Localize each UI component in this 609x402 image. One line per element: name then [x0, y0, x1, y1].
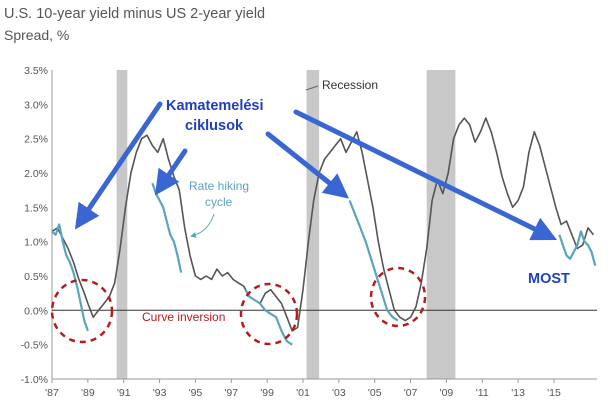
- y-tick-label: 0.5%: [24, 271, 48, 283]
- x-tick-label: '15: [547, 387, 561, 399]
- arrow-to-1987: [74, 101, 163, 230]
- y-tick-label: 2.5%: [24, 134, 48, 146]
- x-tick-label: '01: [296, 387, 310, 399]
- x-tick-label: '11: [476, 387, 489, 399]
- rate-hiking-segment-5: [558, 230, 597, 266]
- x-tick-label: '99: [260, 387, 274, 399]
- inversion-circle-1: [50, 278, 114, 344]
- x-tick-label: '95: [189, 387, 203, 399]
- y-tick-label: 2.0%: [24, 168, 48, 180]
- kamatemelesi-label-line2: ciklusok: [185, 118, 244, 134]
- x-tick-label: '87: [45, 387, 59, 399]
- y-tick-label: -0.5%: [21, 340, 48, 352]
- rate-hiking-segment-1: [51, 223, 89, 332]
- rate-hiking-label-line2: cycle: [205, 195, 233, 209]
- recession-band-1: [116, 70, 128, 379]
- kamatemelesi-label-line1: Kamatemelési: [166, 98, 264, 114]
- y-tick-label: 3.0%: [24, 99, 48, 111]
- rate-hiking-pointer: [190, 213, 215, 238]
- arrow-to-2004: [265, 131, 350, 199]
- y-tick-label: 0.0%: [24, 305, 48, 317]
- recession-band-3: [426, 70, 456, 379]
- recession-band-2: [306, 70, 320, 379]
- spread-series-line: [51, 117, 595, 332]
- x-tick-label: '91: [117, 387, 131, 399]
- chart-title: U.S. 10-year yield minus US 2-year yield: [4, 6, 266, 22]
- arrow-to-2016: [293, 109, 558, 241]
- rate-hiking-segment-3: [244, 289, 293, 346]
- arrow-to-1992: [154, 148, 188, 196]
- rate-hiking-label-line1: Rate hiking: [189, 179, 249, 193]
- rate-hiking-segment-4: [348, 200, 399, 322]
- x-tick-label: '93: [153, 387, 167, 399]
- x-tick-label: '89: [81, 387, 95, 399]
- curve-inversion-label: Curve inversion: [142, 310, 225, 324]
- inversion-circle-3: [369, 266, 427, 328]
- y-tick-label: 1.0%: [24, 237, 48, 249]
- most-label: MOST: [528, 271, 570, 287]
- chart-subtitle: Spread, %: [4, 27, 70, 43]
- x-tick-label: '13: [511, 387, 525, 399]
- y-tick-label: 3.5%: [24, 65, 48, 77]
- x-tick-label: '05: [368, 387, 382, 399]
- recession-label: Recession: [322, 78, 378, 92]
- x-tick-label: '03: [332, 387, 346, 399]
- inversion-circle-2: [239, 282, 299, 346]
- recession-pointer: [305, 85, 319, 91]
- y-tick-label: -1.0%: [21, 374, 48, 386]
- x-tick-label: '97: [224, 387, 238, 399]
- overlay-arrows: [74, 101, 558, 241]
- x-tick-label: '07: [404, 387, 418, 399]
- y-tick-label: 1.5%: [24, 202, 48, 214]
- x-tick-label: '09: [440, 387, 454, 399]
- chart-axes: [51, 70, 597, 380]
- rate-hiking-segment-2: [151, 182, 183, 273]
